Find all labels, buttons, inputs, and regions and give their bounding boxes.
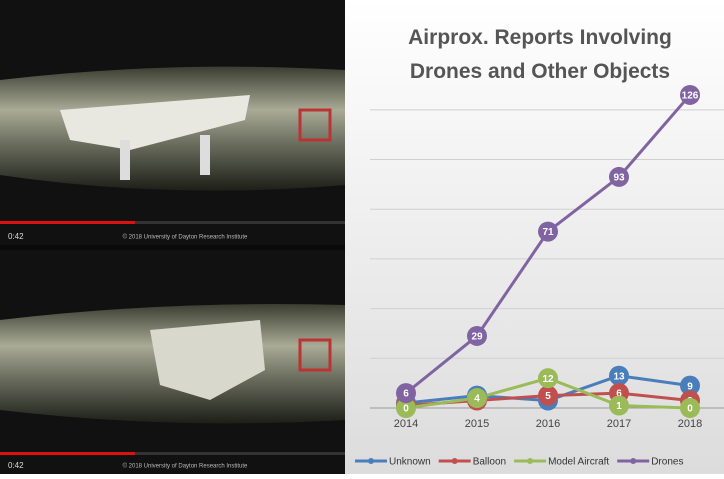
data-label: 0: [403, 404, 409, 415]
video-frame: 0:42 © 2018 University of Dayton Researc…: [0, 0, 345, 245]
data-label: 6: [403, 389, 409, 400]
legend-marker: [527, 458, 533, 464]
legend-label: Model Aircraft: [548, 457, 609, 468]
data-label: 1: [616, 401, 622, 412]
video-time: 0:42: [8, 232, 24, 241]
x-tick-label: 2015: [465, 418, 489, 430]
data-label: 29: [471, 332, 483, 343]
data-label: 5: [545, 391, 551, 402]
legend-marker: [452, 458, 458, 464]
legend-marker: [630, 458, 636, 464]
screenshot: 0:42 © 2018 University of Dayton Researc…: [0, 0, 724, 474]
progress-bar: [0, 452, 135, 455]
x-tick-label: 2017: [607, 418, 631, 430]
video-frame: 0:42 © 2018 University of Dayton Researc…: [0, 250, 345, 474]
data-label: 126: [682, 91, 699, 102]
data-label: 4: [474, 394, 480, 405]
video-caption: © 2018 University of Dayton Research Ins…: [123, 234, 248, 241]
video-caption: © 2018 University of Dayton Research Ins…: [123, 463, 248, 470]
data-label: 13: [613, 371, 625, 382]
drone-leg: [200, 135, 210, 175]
drone-leg: [120, 140, 130, 180]
legend-label: Unknown: [389, 457, 431, 468]
x-tick-label: 2018: [678, 418, 702, 430]
data-label: 93: [613, 173, 625, 184]
data-label: 71: [542, 227, 554, 238]
progress-bar: [0, 221, 135, 224]
x-tick-label: 2014: [394, 418, 418, 430]
data-label: 12: [542, 374, 554, 385]
legend-marker: [368, 458, 374, 464]
legend-label: Balloon: [473, 457, 506, 468]
data-label: 0: [687, 404, 693, 415]
video-time: 0:42: [8, 461, 24, 470]
x-tick-label: 2016: [536, 418, 560, 430]
legend-label: Drones: [651, 457, 683, 468]
